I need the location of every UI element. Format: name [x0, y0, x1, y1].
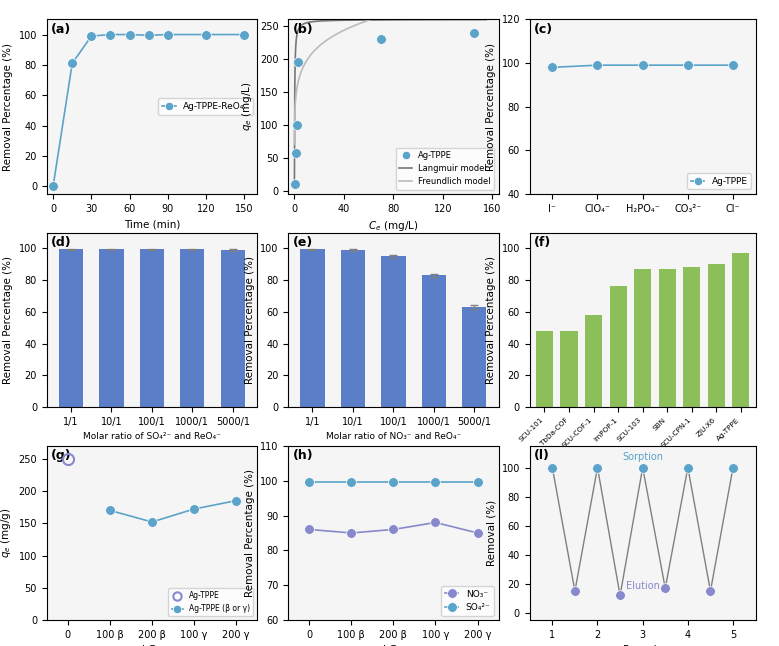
Bar: [683, 267, 700, 407]
X-axis label: Molar ratio of SO₄²⁻ and ReO₄⁻: Molar ratio of SO₄²⁻ and ReO₄⁻: [83, 432, 220, 441]
Bar: [658, 269, 676, 407]
Text: (e): (e): [292, 236, 312, 249]
SO₄²⁻: [389, 479, 398, 486]
Legend: NO₃⁻, SO₄²⁻: NO₃⁻, SO₄²⁻: [442, 586, 494, 616]
X-axis label: $C_e$ (mg/L): $C_e$ (mg/L): [368, 219, 418, 233]
Text: (d): (d): [51, 236, 72, 249]
NO₃⁻: [431, 519, 440, 526]
SO₄²⁻: [347, 479, 356, 486]
Text: (b): (b): [292, 23, 313, 36]
Y-axis label: $q_e$ (mg/L): $q_e$ (mg/L): [241, 81, 254, 132]
Legend: Ag-TPPE-ReO₄⁻: Ag-TPPE-ReO₄⁻: [158, 98, 252, 115]
NO₃⁻: [389, 526, 398, 534]
NO₃⁻: [473, 529, 482, 537]
Bar: [462, 307, 486, 407]
Bar: [609, 286, 627, 407]
Line: SO₄²⁻: SO₄²⁻: [305, 477, 482, 487]
Bar: [59, 249, 83, 407]
Bar: [340, 250, 365, 407]
Y-axis label: Removal (%): Removal (%): [486, 500, 496, 566]
Bar: [421, 275, 446, 407]
Y-axis label: Removal Percentage (%): Removal Percentage (%): [3, 43, 13, 171]
Text: Elution: Elution: [626, 581, 660, 590]
Bar: [732, 253, 749, 407]
Bar: [220, 250, 245, 407]
Bar: [381, 256, 406, 407]
X-axis label: Time (min): Time (min): [124, 219, 180, 229]
Bar: [99, 249, 124, 407]
Text: (g): (g): [51, 449, 72, 463]
Legend: Ag-TPPE, Ag-TPPE (β or γ): Ag-TPPE, Ag-TPPE (β or γ): [168, 589, 253, 616]
Text: Sorption: Sorption: [622, 452, 663, 462]
Text: (l): (l): [534, 449, 550, 463]
SO₄²⁻: [473, 479, 482, 486]
Bar: [634, 269, 651, 407]
Bar: [708, 264, 725, 407]
Y-axis label: Removal Percentage (%): Removal Percentage (%): [245, 469, 255, 597]
SO₄²⁻: [431, 479, 440, 486]
Bar: [301, 249, 325, 407]
Bar: [585, 315, 602, 407]
Legend: Ag-TPPE: Ag-TPPE: [687, 173, 751, 189]
Y-axis label: $q_e$ (mg/g): $q_e$ (mg/g): [0, 508, 12, 558]
Bar: [536, 331, 553, 407]
Y-axis label: Removal Percentage (%): Removal Percentage (%): [486, 43, 496, 171]
SO₄²⁻: [305, 479, 314, 486]
Y-axis label: Removal Percentage (%): Removal Percentage (%): [245, 256, 255, 384]
NO₃⁻: [347, 529, 356, 537]
Bar: [560, 331, 577, 407]
Text: (f): (f): [534, 236, 552, 249]
Y-axis label: Removal Percentage (%): Removal Percentage (%): [3, 256, 13, 384]
Line: NO₃⁻: NO₃⁻: [305, 517, 482, 538]
Legend: Ag-TPPE, Langmuir model, Freundlich model: Ag-TPPE, Langmuir model, Freundlich mode…: [396, 148, 495, 190]
Bar: [180, 249, 204, 407]
Text: (c): (c): [534, 23, 553, 36]
Text: (h): (h): [292, 449, 313, 463]
Bar: [139, 249, 164, 407]
Y-axis label: Removal Percentage (%): Removal Percentage (%): [486, 256, 496, 384]
Text: (a): (a): [51, 23, 71, 36]
X-axis label: Molar ratio of NO₃⁻ and ReO₄⁻: Molar ratio of NO₃⁻ and ReO₄⁻: [326, 432, 461, 441]
NO₃⁻: [305, 526, 314, 534]
